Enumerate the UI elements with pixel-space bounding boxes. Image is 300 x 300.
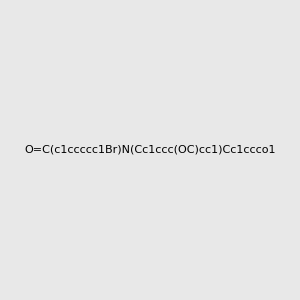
Text: O=C(c1ccccc1Br)N(Cc1ccc(OC)cc1)Cc1ccco1: O=C(c1ccccc1Br)N(Cc1ccc(OC)cc1)Cc1ccco1 xyxy=(24,145,276,155)
